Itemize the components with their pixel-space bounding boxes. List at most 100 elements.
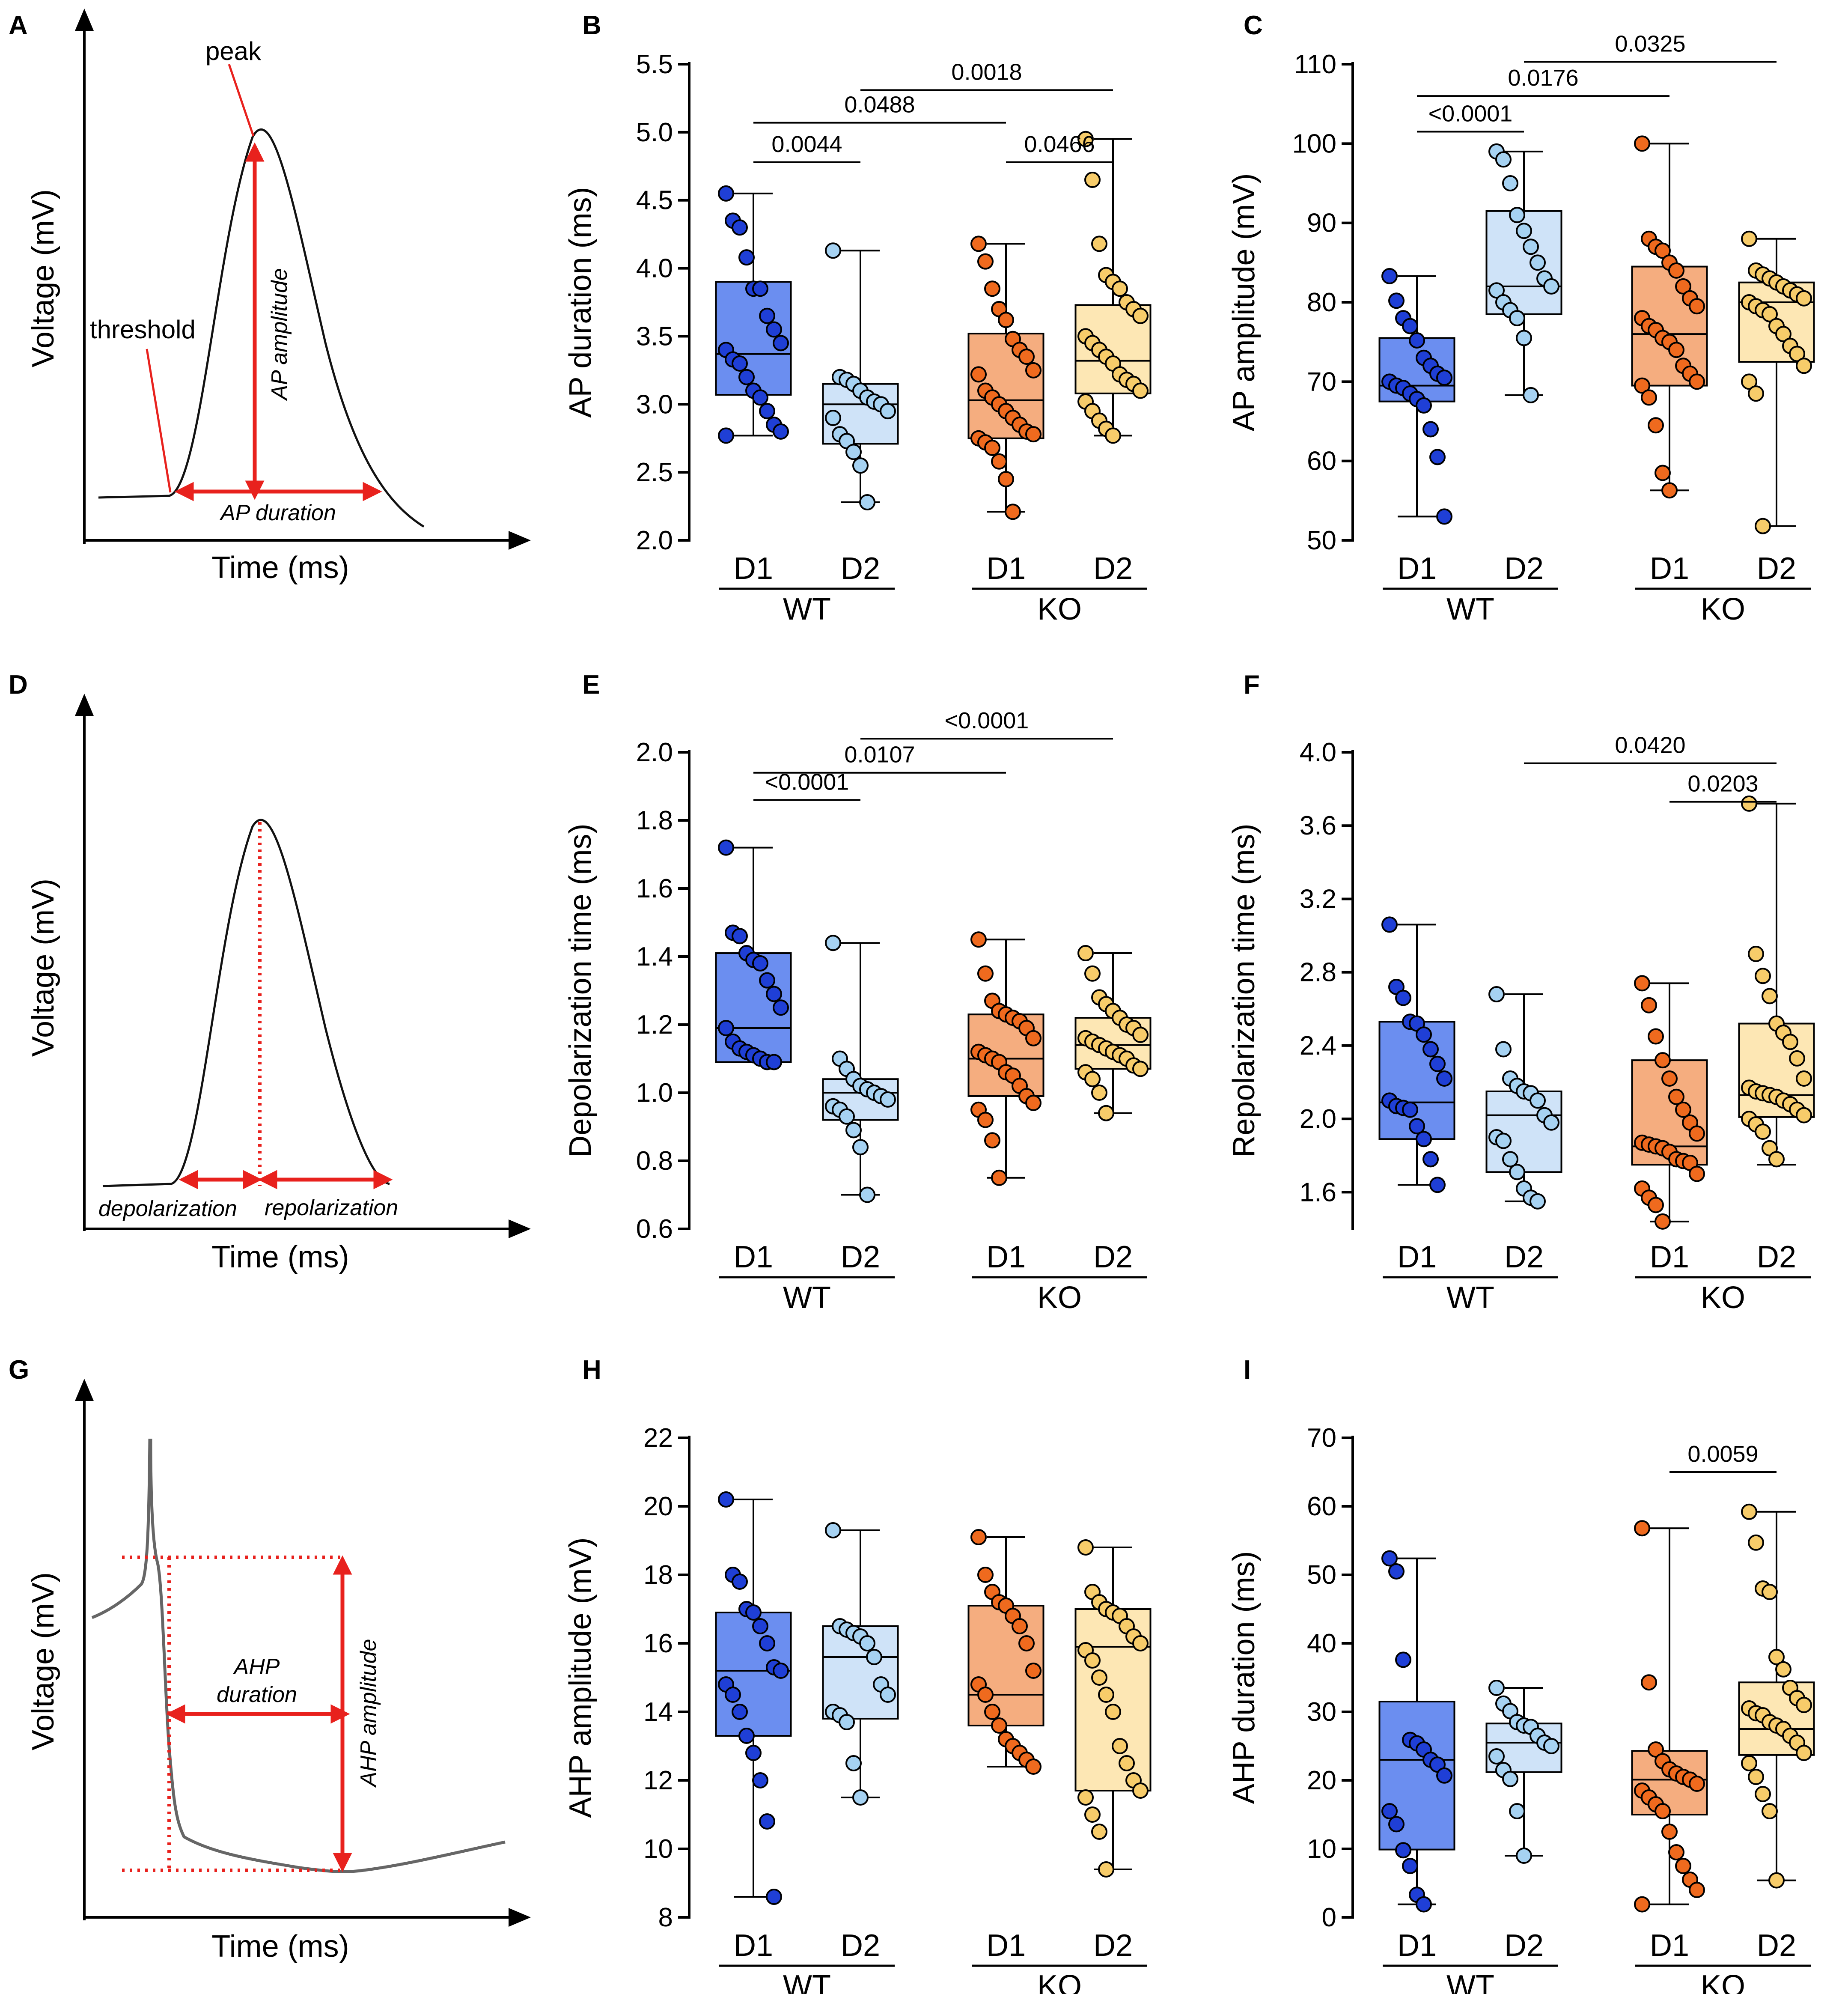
h-data-point [991,1717,1007,1734]
h-y-tick-label: 22 [643,1423,673,1453]
h-category-label: D2 [1093,1928,1133,1963]
c-data-point [1429,449,1446,465]
h-data-point [766,1889,782,1905]
c-data-point [1762,306,1778,322]
e-y-axis-label: Depolarization time (ms) [563,823,598,1157]
i-y-tick-label: 20 [1307,1766,1336,1795]
d-depol-label: depolarization [98,1196,237,1221]
c-y-tick-label: 70 [1307,367,1336,396]
d-x-arrowhead [509,1219,531,1238]
b-data-point [718,185,734,202]
b-data-point [1084,172,1101,188]
b-data-point [825,242,841,259]
e-data-point [984,1132,1000,1149]
i-y-tick-label: 60 [1307,1492,1336,1521]
f-category-label: D1 [1650,1240,1689,1274]
h-y-axis-label: AHP amplitude (mV) [563,1538,598,1818]
c-data-point [1741,230,1757,247]
h-box-ko-d2 [1074,1539,1152,1878]
e-category-label: D2 [841,1240,880,1274]
c-y-tick-label: 60 [1307,447,1336,476]
i-data-point [1641,1674,1657,1691]
c-data-point [1748,385,1764,402]
b-data-point [825,410,841,426]
panel-letter-g: G [9,1355,29,1385]
a-peak-pointer [228,64,255,137]
i-group-label: WT [1446,1969,1494,1994]
e-data-point [718,839,734,856]
i-data-point [1689,1776,1705,1792]
h-box-ko-d1 [967,1529,1045,1775]
b-data-point [998,471,1014,488]
e-data-point [880,1091,896,1108]
h-data-point [1098,1861,1114,1878]
e-data-point [1091,1085,1107,1101]
i-data-point [1668,1844,1684,1860]
i-p-value-label: 0.0059 [1687,1441,1758,1467]
i-data-point [1509,1803,1525,1819]
b-data-point [732,355,748,372]
d-x-label: Time (ms) [211,1240,349,1274]
f-data-point [1768,1151,1785,1168]
c-data-point [1509,310,1525,327]
i-category-label: D1 [1397,1928,1437,1963]
e-y-tick-label: 1.2 [636,1010,673,1040]
c-data-point [1675,278,1691,295]
f-data-point [1741,795,1757,812]
i-data-point [1634,1896,1650,1913]
i-group-label: KO [1701,1969,1745,1994]
c-data-point [1668,342,1684,358]
c-data-point [1436,370,1452,386]
i-data-point [1395,1651,1411,1668]
f-data-point [1495,1041,1512,1058]
f-y-tick-label: 2.8 [1300,958,1336,987]
f-y-tick-label: 2.4 [1300,1031,1336,1061]
h-data-point [759,1635,775,1651]
b-data-point [1025,362,1042,379]
e-data-point [1077,945,1094,962]
h-data-point [1132,1782,1149,1799]
c-data-point [1775,326,1791,343]
panel-b-chart: B 2.0 2.5 3.0 3.5 4.0 4.5 5.0 5.5 AP duration (m… [563,11,1152,626]
i-data-point [1775,1661,1791,1678]
e-data-point [1025,1094,1042,1111]
h-data-point [1025,1759,1042,1775]
c-y-tick-label: 100 [1292,129,1336,158]
i-y-tick-label: 40 [1307,1629,1336,1658]
c-data-point [1523,238,1539,255]
g-duration-label-line2: duration [217,1682,297,1707]
c-category-label: D1 [1650,551,1689,586]
b-data-point [752,389,768,406]
e-data-point [845,1122,862,1139]
f-data-point [1488,986,1505,1003]
e-data-point [977,1112,994,1128]
d-y-label: Voltage (mV) [26,879,60,1057]
f-box-wt-d2 [1485,986,1562,1210]
i-data-point [1689,1882,1705,1898]
b-category-label: D1 [986,551,1026,586]
f-data-point [1748,945,1764,962]
c-data-point [1689,298,1705,315]
i-y-tick-label: 70 [1307,1423,1336,1453]
h-y-tick-label: 14 [643,1697,673,1727]
b-data-point [738,249,755,266]
b-data-point [970,235,987,252]
c-data-point [1381,268,1398,284]
f-data-point [1416,1131,1432,1148]
e-data-point [766,1054,782,1070]
c-data-point [1516,223,1532,239]
h-data-point [839,1714,855,1730]
c-data-point [1436,508,1452,525]
c-data-point [1668,262,1684,279]
e-p-value-label: <0.0001 [945,708,1029,733]
c-data-point [1488,282,1505,299]
f-data-point [1409,1118,1425,1135]
h-category-label: D2 [841,1928,880,1963]
b-data-point [991,453,1007,470]
c-p-value-label: <0.0001 [1428,101,1513,127]
c-data-point [1495,151,1512,168]
h-data-point [1105,1704,1121,1720]
b-y-axis-label: AP duration (ms) [563,187,598,418]
i-data-point [1748,1534,1764,1551]
f-data-point [1689,1125,1705,1142]
